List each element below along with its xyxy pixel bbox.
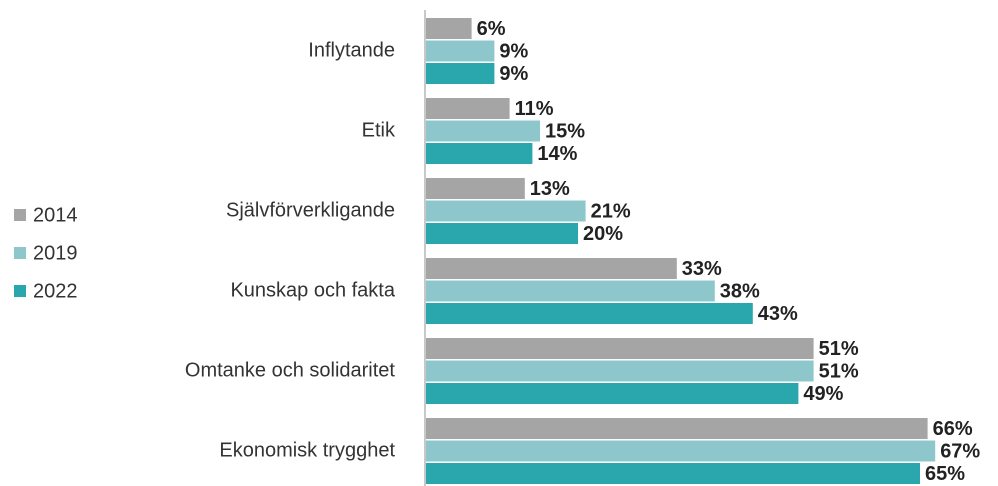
bar [426,383,799,404]
data-label: 51% [819,360,859,382]
bar [426,258,677,279]
bar [426,338,814,359]
data-label: 11% [515,98,554,120]
data-label: 43% [758,303,798,325]
bar [426,200,586,222]
data-label: 49% [803,383,843,405]
bar [426,18,472,39]
data-label: 51% [819,338,859,360]
data-label: 33% [682,258,722,280]
legend-swatch [14,285,26,297]
data-label: 9% [499,40,528,62]
bar [426,280,715,302]
category-label: Etik [362,119,396,141]
legend-label: 2014 [33,204,78,226]
category-label: Självförverkligande [226,199,395,221]
data-label: 67% [940,440,980,462]
bar [426,120,540,142]
category-label: Omtanke och solidaritet [185,359,396,381]
data-label: 38% [720,280,760,302]
bar [426,418,928,439]
bar [426,178,525,199]
data-label: 66% [933,418,973,440]
data-label: 21% [591,200,631,222]
data-label: 13% [530,178,570,200]
bar [426,463,920,484]
data-label: 20% [583,223,623,245]
data-label: 15% [545,120,585,142]
legend-swatch [14,247,26,259]
bar [426,143,533,164]
bar [426,63,495,84]
bar [426,303,753,324]
data-label: 9% [499,63,528,85]
bar [426,40,495,62]
data-label: 65% [925,463,965,485]
legend-label: 2022 [33,280,78,302]
bar [426,98,510,119]
legend-swatch [14,209,26,221]
category-label: Inflytande [308,39,395,61]
bar [426,223,578,244]
data-label: 6% [477,18,506,40]
category-label: Ekonomisk trygghet [219,439,395,461]
bar [426,440,936,462]
bar [426,360,814,382]
data-label: 14% [537,143,577,165]
legend-label: 2019 [33,242,78,264]
category-label: Kunskap och fakta [230,279,395,301]
